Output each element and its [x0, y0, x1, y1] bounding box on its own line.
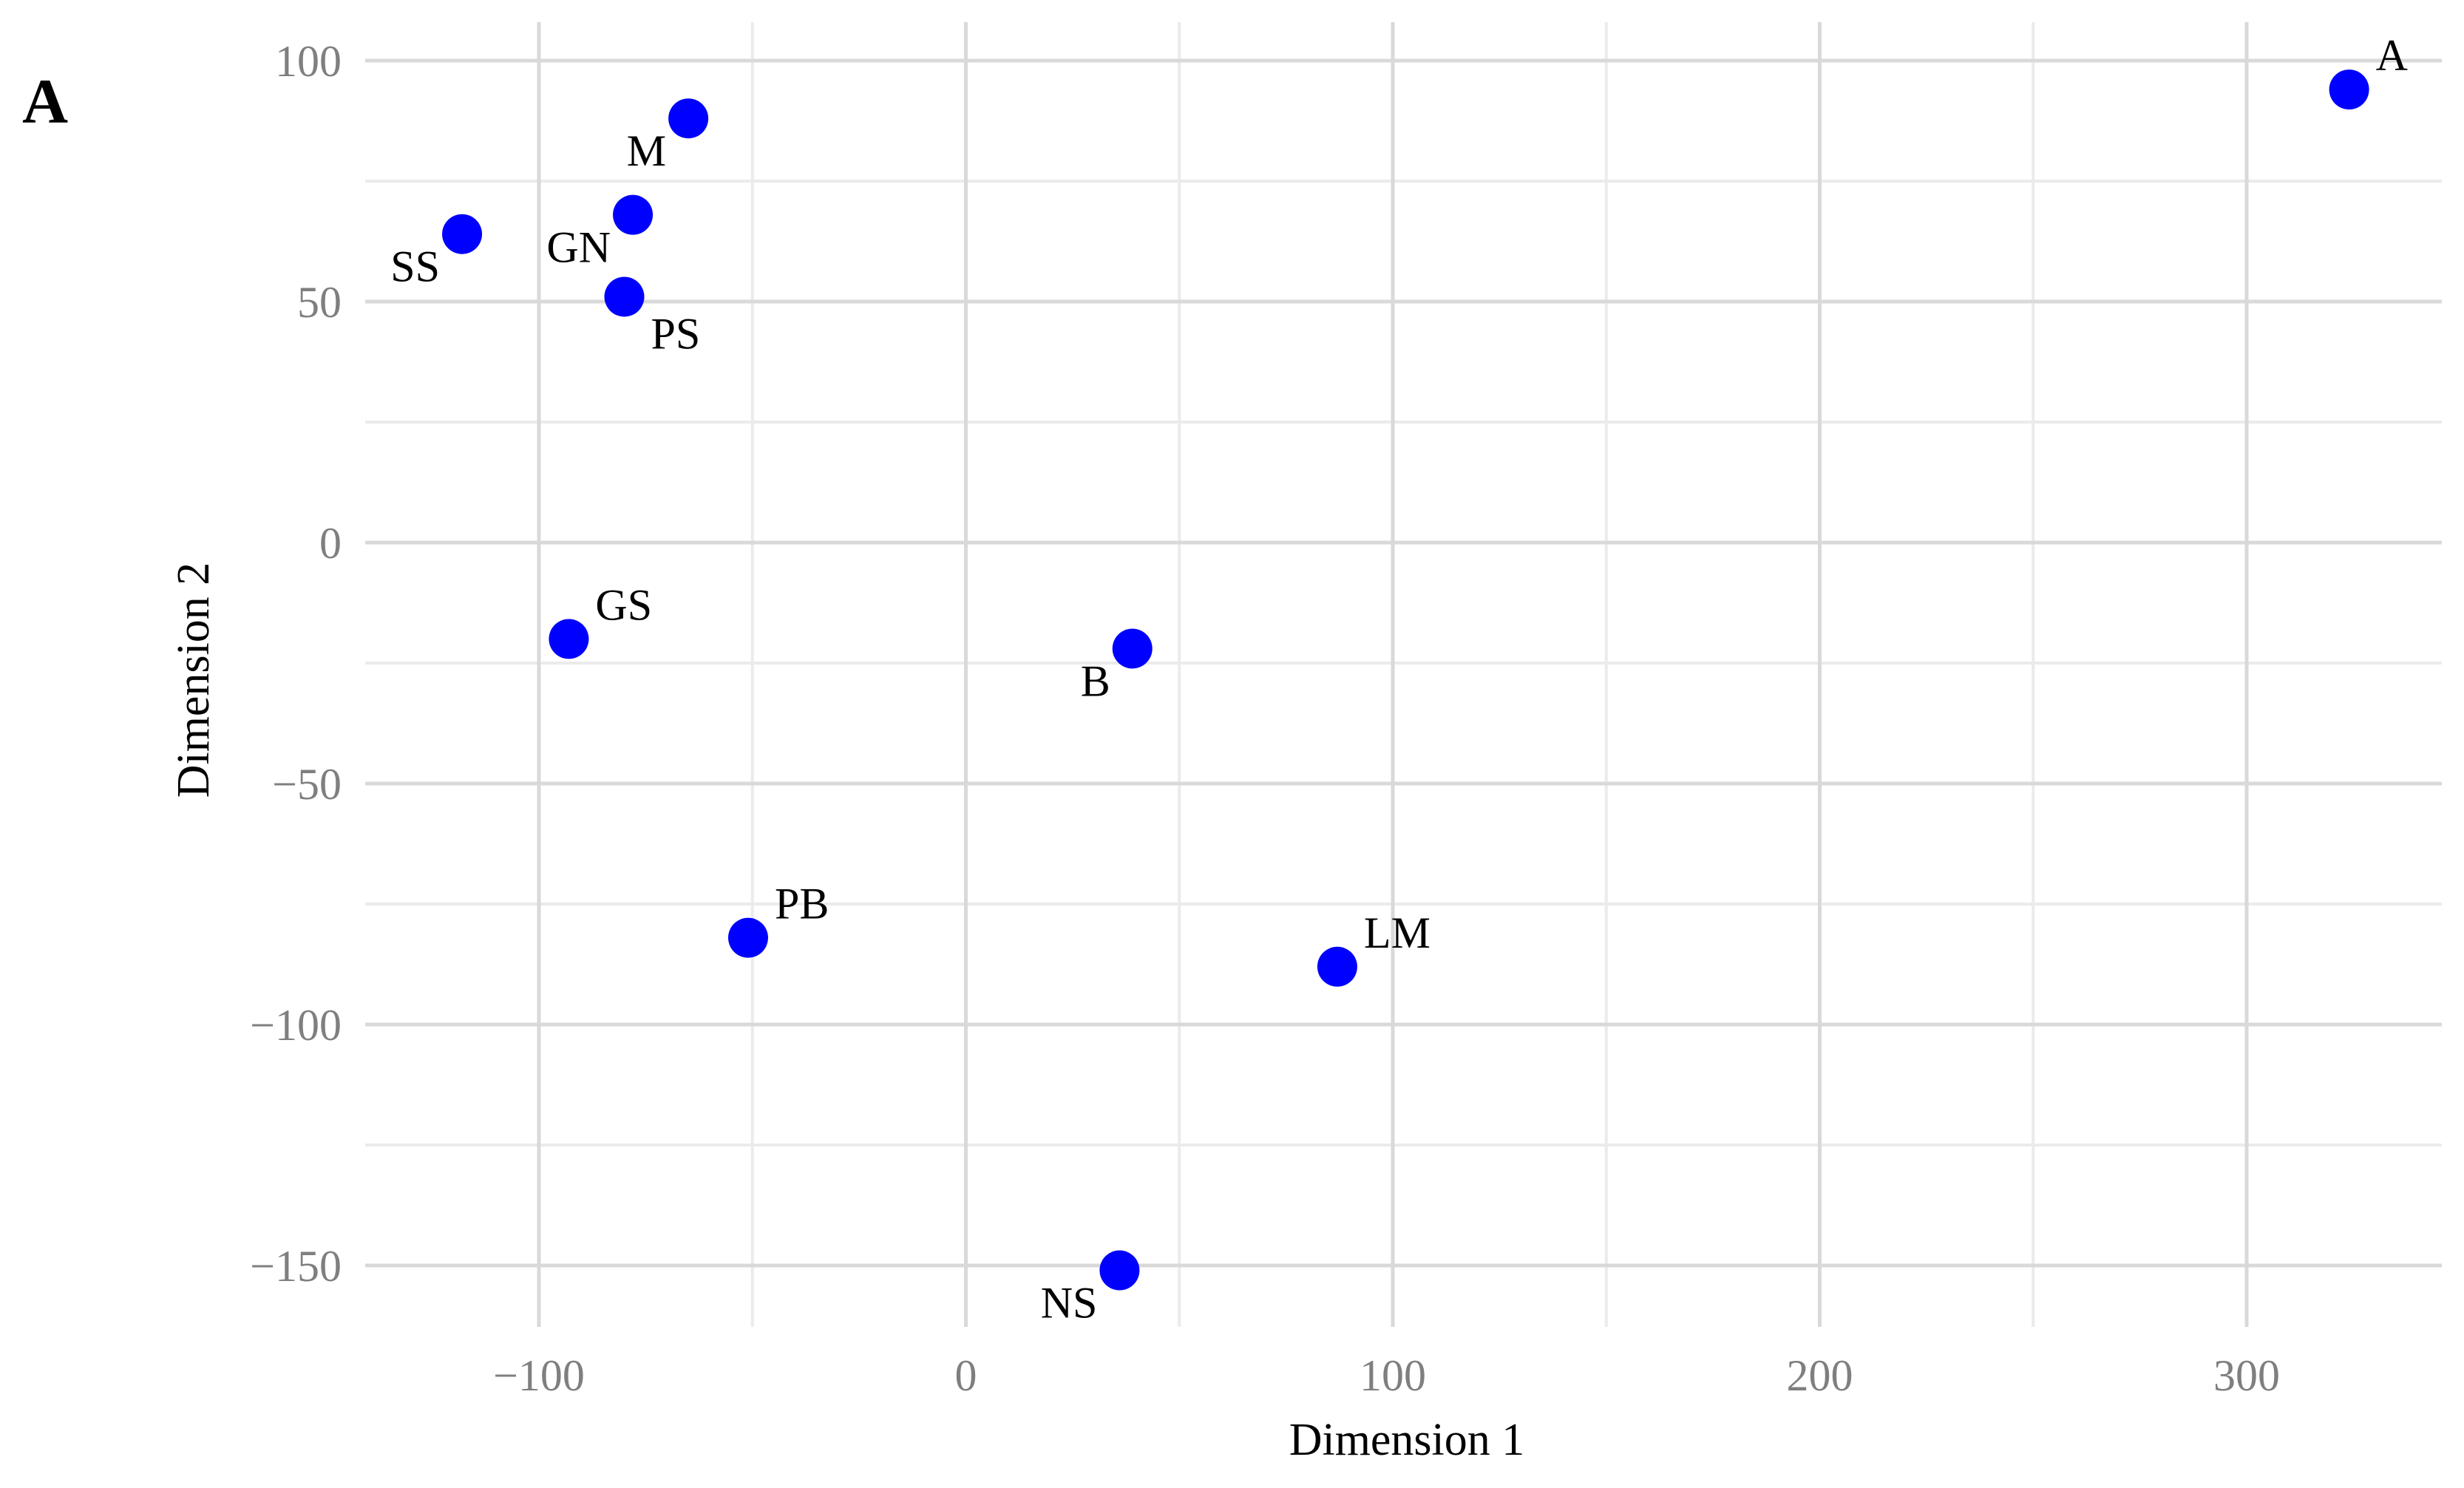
data-point — [604, 276, 645, 317]
tick-labels: −100 0 100 200 300 100 50 0 −50 −100 −150 — [250, 37, 2280, 1400]
x-tick-label: 300 — [2213, 1351, 2280, 1400]
point-label: PB — [775, 880, 829, 928]
point-label: M — [627, 126, 666, 175]
grid — [365, 22, 2442, 1327]
point-label: SS — [390, 242, 440, 291]
point-label: A — [2376, 31, 2408, 80]
panel-label: A — [22, 66, 68, 137]
point-label: NS — [1041, 1279, 1098, 1328]
data-points — [442, 69, 2369, 1291]
point-label: B — [1081, 656, 1110, 705]
point-label: PS — [651, 309, 701, 358]
y-tick-label: 50 — [297, 278, 342, 327]
data-point — [668, 98, 709, 139]
x-axis-title: Dimension 1 — [1289, 1415, 1525, 1465]
data-point — [1317, 946, 1357, 987]
data-point — [613, 194, 654, 235]
data-point — [1112, 628, 1153, 669]
data-point — [442, 214, 483, 254]
x-tick-label: 100 — [1360, 1351, 1426, 1400]
point-label: GN — [546, 223, 611, 272]
y-tick-label: 100 — [275, 37, 342, 86]
data-point — [2329, 69, 2369, 110]
data-point — [1099, 1250, 1140, 1291]
x-tick-label: 0 — [955, 1351, 977, 1400]
x-tick-label: 200 — [1787, 1351, 1853, 1400]
y-tick-label: −50 — [272, 760, 342, 809]
y-tick-label: 0 — [319, 519, 342, 568]
y-tick-label: −150 — [250, 1242, 342, 1291]
y-axis-title: Dimension 2 — [169, 563, 219, 798]
data-point — [727, 917, 768, 958]
point-label: LM — [1364, 908, 1430, 957]
point-labels: A M SS GN PS GS B PB LM NS — [390, 31, 2408, 1327]
data-point — [549, 619, 589, 659]
point-label: GS — [595, 580, 652, 629]
y-tick-label: −100 — [250, 1001, 342, 1050]
x-tick-label: −100 — [493, 1351, 585, 1400]
